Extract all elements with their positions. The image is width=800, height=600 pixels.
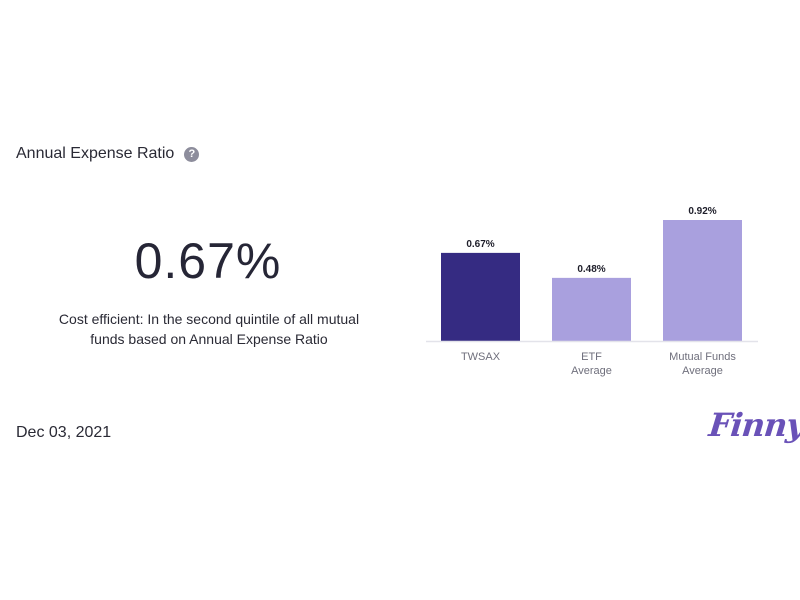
bar-value-label-0: 0.67% [466, 239, 494, 250]
bar-2 [663, 220, 742, 341]
x-tick-label-0-0: TWSAX [461, 351, 501, 363]
title-row: Annual Expense Ratio ? [16, 145, 200, 163]
chart-title: Annual Expense Ratio [16, 145, 175, 162]
x-tick-label-1-1: Average [571, 365, 612, 377]
bar-1 [552, 277, 631, 341]
as-of-date: Dec 03, 2021 [16, 424, 112, 441]
expense-ratio-value: 0.67% [134, 233, 282, 289]
x-tick-label-2-0: Mutual Funds [669, 351, 736, 363]
bar-0 [441, 252, 520, 341]
x-tick-label-2-1: Average [682, 365, 723, 377]
question-circle-icon[interactable]: ? [184, 146, 200, 162]
bar-value-label-1: 0.48% [577, 264, 605, 275]
bar-value-label-2: 0.92% [688, 206, 716, 217]
expense-ratio-description: Cost efficient: In the second quintile o… [58, 311, 360, 347]
x-tick-label-1-0: ETF [581, 351, 602, 363]
finny-logo: Finny [707, 406, 800, 444]
